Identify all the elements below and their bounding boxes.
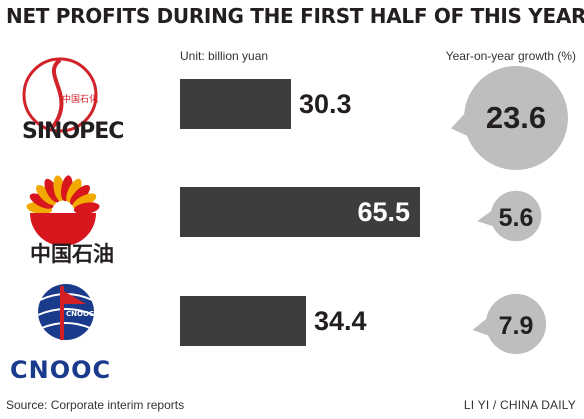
cnooc-globe-icon — [38, 284, 94, 340]
growth-label: Year-on-year growth (%) — [445, 49, 576, 63]
bar-value-label: 30.3 — [299, 89, 352, 119]
sinopec-ring-icon — [22, 57, 98, 133]
sinopec-s-icon — [50, 58, 64, 130]
sinopec-wordmark: SINOPEC — [22, 119, 123, 144]
bar-value-label: 65.5 — [357, 197, 410, 227]
cnooc-badge-text: CNOOC — [66, 310, 94, 318]
petrochina-logo: 中国石油 — [26, 175, 114, 266]
cnooc-logo: CNOOC CNOOC — [10, 284, 111, 384]
growth-value-label: 7.9 — [499, 312, 534, 340]
credit-note: LI YI / CHINA DAILY — [463, 398, 576, 412]
petrochina-petals-icon — [26, 175, 100, 215]
source-note: Source: Corporate interim reports — [6, 398, 185, 412]
bars-layer: 30.3 65.5 34.4 — [180, 79, 420, 346]
bar-petrochina — [180, 187, 420, 237]
sinopec-chinese-text: 中国石化 — [62, 93, 98, 105]
growth-value-label: 5.6 — [499, 204, 534, 232]
bubbles-layer: 23.6 5.6 7.9 — [451, 66, 568, 355]
unit-label: Unit: billion yuan — [180, 49, 269, 63]
bar-value-label: 34.4 — [314, 306, 367, 336]
chart-title: NET PROFITS DURING THE FIRST HALF OF THI… — [6, 4, 584, 28]
growth-bubble — [464, 66, 568, 170]
petrochina-base-icon — [30, 213, 96, 246]
cnooc-wordmark: CNOOC — [10, 356, 111, 384]
growth-bubble-tail — [472, 312, 498, 339]
growth-bubble — [490, 190, 542, 242]
growth-bubble — [485, 293, 547, 355]
bar-sinopec — [180, 79, 291, 129]
growth-bubble-tail — [451, 97, 485, 144]
bar-cnooc — [180, 296, 306, 346]
growth-value-label: 23.6 — [486, 100, 546, 135]
growth-bubble-tail — [477, 205, 501, 229]
sinopec-logo: 中国石化 SINOPEC — [22, 57, 124, 144]
petrochina-chinese-text: 中国石油 — [30, 242, 114, 266]
